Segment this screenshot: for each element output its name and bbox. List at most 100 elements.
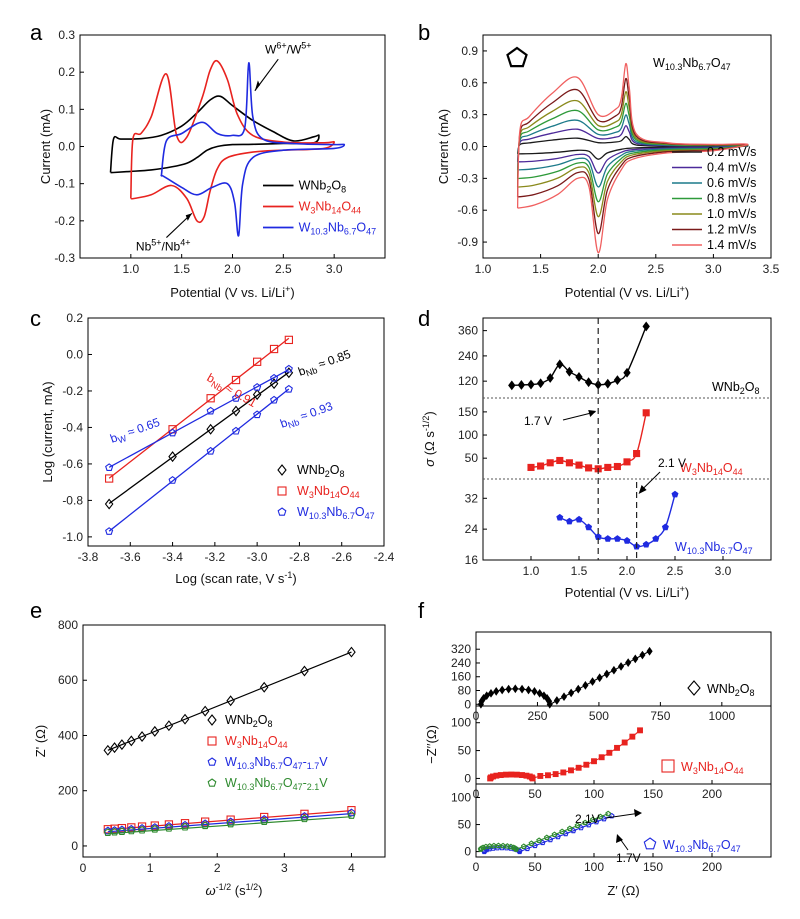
panel-label: c xyxy=(30,306,41,331)
x-tick-label: 50 xyxy=(528,787,542,801)
data-point xyxy=(575,764,582,771)
y-tick-label: 150 xyxy=(458,405,478,419)
data-point xyxy=(568,767,574,774)
data-point xyxy=(150,824,159,833)
data-point xyxy=(226,819,235,828)
data-point xyxy=(597,813,604,820)
data-point xyxy=(253,383,262,391)
x-tick-label: -3.2 xyxy=(205,550,226,564)
data-point xyxy=(347,808,356,817)
data-point xyxy=(632,654,639,664)
y-axis-label: Current (mA) xyxy=(38,109,53,184)
x-tick-label: 2.0 xyxy=(590,262,607,276)
y-axis-label: Current (mA) xyxy=(436,109,451,184)
data-point xyxy=(517,380,526,390)
data-point xyxy=(226,815,235,824)
data-point xyxy=(584,377,593,388)
data-point xyxy=(500,842,506,849)
nyquist-fit xyxy=(483,815,612,853)
y-tick-label: 320 xyxy=(451,642,471,656)
annotation-1-7v: 1.7 V xyxy=(524,414,552,428)
data-point xyxy=(508,771,515,778)
data-point xyxy=(252,389,262,401)
x-axis-label: ω-1/2 (s1/2) xyxy=(206,882,263,898)
data-point xyxy=(231,393,241,402)
y-tick-label: 0.6 xyxy=(461,76,478,90)
fit-line xyxy=(108,371,290,505)
x-axis-label: Potential (V vs. Li/Li+) xyxy=(565,584,690,600)
data-point xyxy=(537,462,545,470)
y-tick-label: 240 xyxy=(451,656,471,670)
x-tick-label: 50 xyxy=(528,860,542,874)
fit-line xyxy=(107,810,352,831)
y-tick-label: 50 xyxy=(458,818,472,832)
data-point xyxy=(623,458,631,466)
data-point xyxy=(269,395,279,404)
data-point xyxy=(137,731,147,743)
data-point xyxy=(520,843,527,849)
y-axis-label: −Z′′(Ω) xyxy=(424,725,439,764)
inset-title: W10.3Nb6.7O47 xyxy=(653,56,731,72)
annotation-nb-couple: Nb5+/Nb4+ xyxy=(136,238,191,254)
data-point xyxy=(623,537,631,544)
y-tick-label: -0.6 xyxy=(457,203,478,217)
subplot-label: W10.3Nb6.7O47 xyxy=(675,540,753,556)
data-point xyxy=(661,523,669,531)
data-point xyxy=(642,409,650,417)
data-point xyxy=(543,834,550,841)
legend-label: WNb2O8 xyxy=(225,713,273,729)
data-point xyxy=(614,744,620,751)
legend-label: 0.8 mV/s xyxy=(707,192,756,206)
data-point xyxy=(347,811,356,819)
legend-label: WNb2O8 xyxy=(297,463,345,479)
panel-label: f xyxy=(418,598,425,623)
data-point xyxy=(639,650,646,660)
cv-curve-0 xyxy=(109,95,320,174)
data-point xyxy=(105,527,114,535)
legend-label: 1.0 mV/s xyxy=(707,207,756,221)
data-point xyxy=(531,687,538,696)
data-point xyxy=(613,535,621,542)
x-tick-label: 1.0 xyxy=(523,564,540,578)
x-tick-label: 2.5 xyxy=(275,262,292,276)
data-point xyxy=(127,823,136,832)
data-point xyxy=(585,523,593,531)
y-tick-label: -0.8 xyxy=(62,493,83,507)
data-point xyxy=(598,754,605,761)
data-point xyxy=(613,375,622,386)
data-point xyxy=(585,464,593,472)
y-tick-label: 0.0 xyxy=(58,140,75,154)
y-tick-label: 0.9 xyxy=(461,44,478,58)
data-point xyxy=(603,669,610,679)
pentagon-icon xyxy=(506,46,528,68)
data-point xyxy=(231,426,241,435)
plot-frame xyxy=(482,317,772,561)
y-tick-label: -0.3 xyxy=(54,251,75,265)
y-tick-label: -1.0 xyxy=(62,530,83,544)
x-tick-label: 750 xyxy=(650,709,670,723)
data-point xyxy=(284,335,294,345)
nyquist-fit-2v xyxy=(480,813,609,851)
data-point xyxy=(536,837,543,843)
data-point xyxy=(269,378,279,390)
y-axis-label: Z' (Ω) xyxy=(33,725,48,757)
legend-swatch xyxy=(207,778,217,787)
legend-label: W10.3Nb6.7O47-2.1V xyxy=(225,776,328,792)
y-tick-label: 24 xyxy=(465,522,479,536)
data-point xyxy=(671,490,679,498)
data-point xyxy=(206,423,215,435)
y-tick-label: 32 xyxy=(465,491,479,505)
data-point xyxy=(104,498,114,510)
x-tick-label: 1000 xyxy=(708,709,735,723)
data-point xyxy=(652,535,660,542)
fit-line xyxy=(108,337,290,479)
data-point xyxy=(575,515,583,523)
y-tick-label: 100 xyxy=(451,791,471,805)
y-tick-label: -0.9 xyxy=(457,235,478,249)
data-point xyxy=(300,812,309,820)
x-tick-label: 1.5 xyxy=(571,564,588,578)
data-point xyxy=(117,739,127,751)
data-point xyxy=(478,845,485,851)
x-tick-label: 0 xyxy=(473,860,480,874)
